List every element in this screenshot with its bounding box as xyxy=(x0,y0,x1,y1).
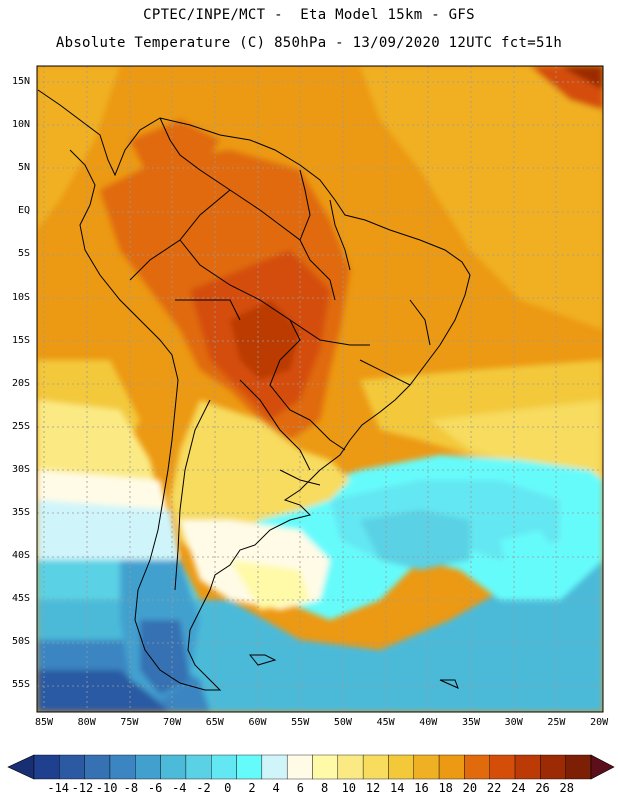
lon-label: 55W xyxy=(291,717,310,728)
lat-label: 25S xyxy=(11,420,30,432)
lat-label: 40S xyxy=(11,550,30,562)
colorbar-swatch xyxy=(337,754,364,780)
lat-label: EQ xyxy=(17,205,30,217)
colorbar-swatch xyxy=(33,754,60,780)
map-frame xyxy=(36,65,604,713)
lon-label: 30W xyxy=(504,717,523,728)
colorbar-swatch xyxy=(388,754,414,780)
lon-label: 40W xyxy=(419,717,438,728)
colorbar-label: -12 xyxy=(71,781,94,795)
lon-label: 45W xyxy=(376,717,395,728)
lat-label: 35S xyxy=(11,507,30,518)
lon-label: 65W xyxy=(205,717,224,728)
colorbar-swatch xyxy=(286,754,313,780)
colorbar-label: 20 xyxy=(462,781,478,795)
lat-label: 15N xyxy=(11,76,30,87)
colorbar-swatch xyxy=(540,754,566,780)
lat-label: 20S xyxy=(11,377,30,389)
colorbar-label: 26 xyxy=(535,781,550,795)
lat-label: 45S xyxy=(11,593,30,605)
colorbar-swatch xyxy=(185,754,212,780)
colorbar-label: 4 xyxy=(272,781,280,795)
colorbar-swatch xyxy=(84,754,111,780)
lon-label: 85W xyxy=(34,717,54,728)
map-title: CPTEC/INPE/MCT - Eta Model 15km - GFS xyxy=(143,7,475,23)
lat-label: 5S xyxy=(17,248,30,260)
colorbar-label: 18 xyxy=(438,781,453,795)
colorbar-label: -4 xyxy=(172,781,187,795)
colorbar xyxy=(7,754,615,780)
lat-label: 10S xyxy=(11,291,30,303)
colorbar-swatch xyxy=(413,754,440,780)
lon-label: 75W xyxy=(120,717,139,728)
colorbar-swatch xyxy=(362,754,389,780)
temperature-field xyxy=(37,66,603,712)
graticule xyxy=(37,66,603,712)
lat-label: 15S xyxy=(11,334,30,346)
lon-label: 25W xyxy=(547,717,566,728)
colorbar-label: 10 xyxy=(341,781,357,795)
colorbar-swatch xyxy=(236,754,263,780)
colorbar-swatch xyxy=(438,754,465,780)
colorbar-label: 22 xyxy=(486,781,502,795)
colorbar-swatch xyxy=(261,754,288,780)
lon-label: 20W xyxy=(590,717,609,728)
colorbar-swatch xyxy=(211,754,237,780)
lon-label: 60W xyxy=(248,717,267,728)
map-subtitle: Absolute Temperature (C) 850hPa - 13/09/… xyxy=(55,35,563,51)
colorbar-label: -10 xyxy=(95,781,118,795)
colorbar-over-arrow xyxy=(590,754,615,780)
colorbar-swatch xyxy=(312,754,339,780)
colorbar-swatch xyxy=(135,754,161,780)
colorbar-label: 16 xyxy=(414,781,429,795)
colorbar-label: -14 xyxy=(47,781,70,795)
colorbar-label: 14 xyxy=(390,781,405,795)
colorbar-swatch xyxy=(514,754,541,780)
lon-label: 70W xyxy=(163,717,182,728)
lon-label: 50W xyxy=(333,717,352,728)
lat-label: 10N xyxy=(11,119,30,131)
coastline xyxy=(37,89,471,691)
colorbar-under-arrow xyxy=(7,754,35,780)
colorbar-swatch xyxy=(489,754,516,780)
colorbar-label: 6 xyxy=(296,781,304,795)
colorbar-swatch xyxy=(464,754,490,780)
lat-label: 55S xyxy=(11,679,30,691)
colorbar-swatch xyxy=(109,754,136,780)
colorbar-label: 12 xyxy=(365,781,381,795)
colorbar-label: 8 xyxy=(320,781,329,795)
colorbar-label: 0 xyxy=(224,781,232,795)
colorbar-label: -8 xyxy=(123,781,139,795)
colorbar-label: 24 xyxy=(511,781,526,795)
colorbar-swatch xyxy=(160,754,187,780)
colorbar-swatch xyxy=(565,754,592,780)
colorbar-label: -6 xyxy=(147,781,163,795)
colorbar-label: 2 xyxy=(248,781,256,795)
lon-label: 35W xyxy=(461,717,481,728)
lat-label: 50S xyxy=(11,636,30,648)
colorbar-swatch xyxy=(59,754,85,780)
colorbar-label: 28 xyxy=(559,781,574,795)
colorbar-label: -2 xyxy=(196,781,211,795)
lat-label: 30S xyxy=(11,463,30,475)
lat-label: 5N xyxy=(17,162,30,174)
lon-label: 80W xyxy=(77,717,96,728)
